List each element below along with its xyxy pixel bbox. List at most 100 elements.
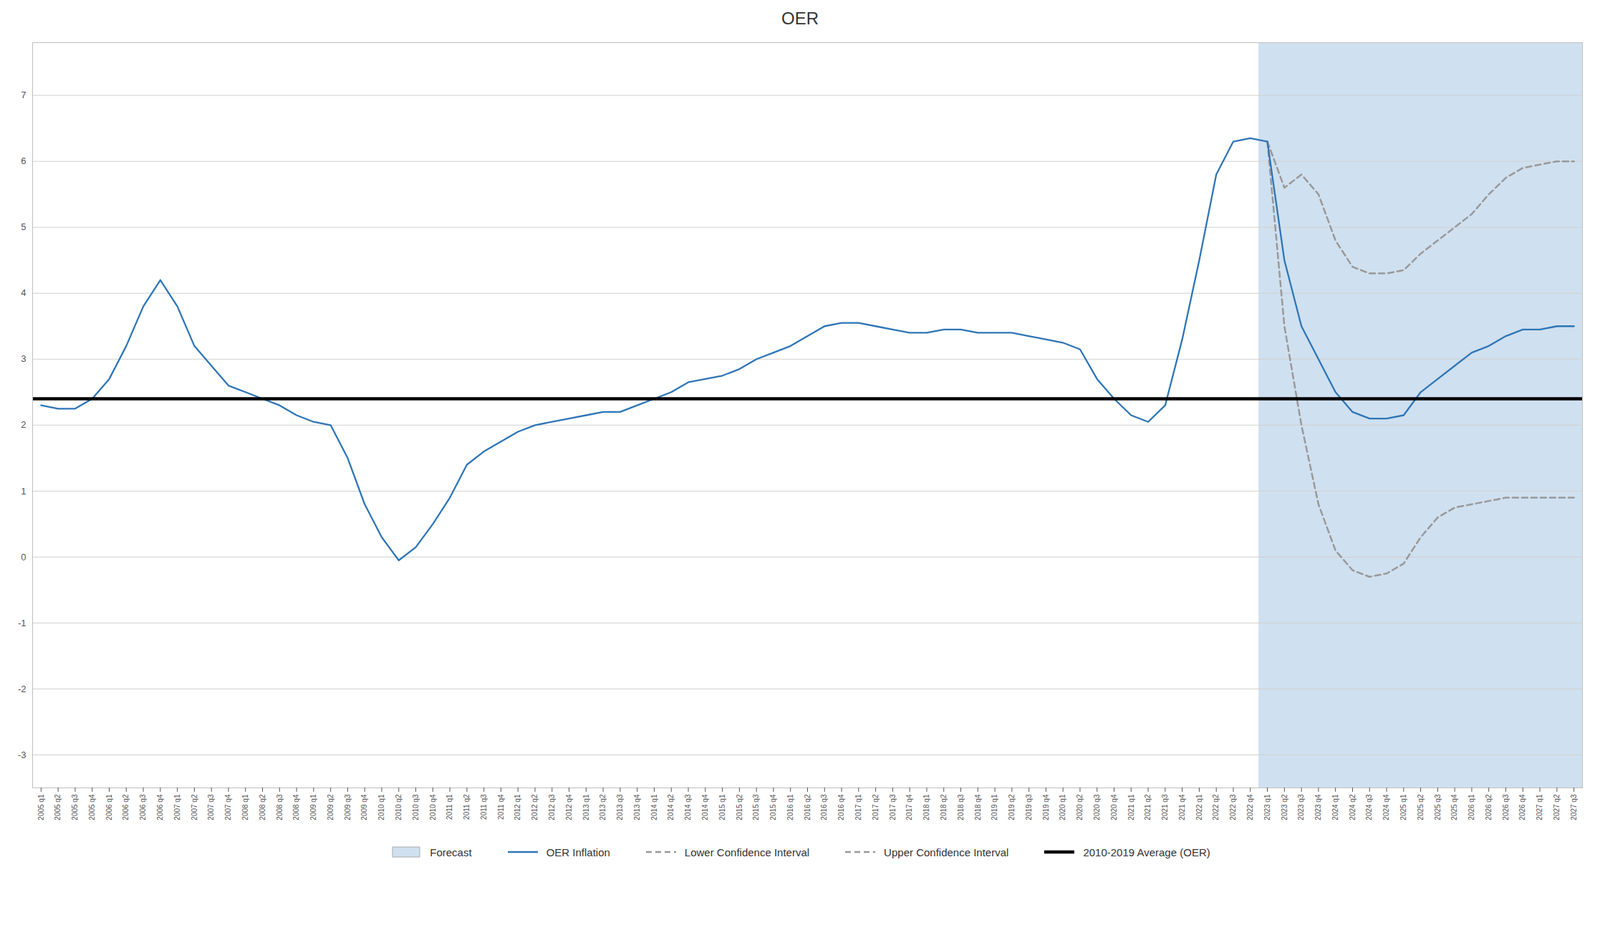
svg-text:2021 q1: 2021 q1 bbox=[1127, 793, 1136, 821]
svg-text:2027 q1: 2027 q1 bbox=[1535, 793, 1544, 821]
svg-text:2016 q2: 2016 q2 bbox=[803, 793, 812, 821]
svg-text:2015 q3: 2015 q3 bbox=[752, 793, 760, 821]
svg-text:2014 q4: 2014 q4 bbox=[701, 793, 710, 821]
svg-text:2026 q1: 2026 q1 bbox=[1467, 793, 1476, 821]
svg-text:2014 q2: 2014 q2 bbox=[666, 793, 675, 821]
svg-text:2008 q3: 2008 q3 bbox=[275, 793, 284, 821]
svg-text:2017 q1: 2017 q1 bbox=[854, 793, 863, 821]
svg-text:2024 q4: 2024 q4 bbox=[1382, 793, 1391, 821]
svg-text:2026 q2: 2026 q2 bbox=[1484, 793, 1493, 821]
svg-text:2018 q4: 2018 q4 bbox=[974, 793, 982, 821]
svg-text:2017 q2: 2017 q2 bbox=[871, 793, 880, 821]
svg-text:2016 q1: 2016 q1 bbox=[786, 793, 795, 821]
svg-text:2009 q1: 2009 q1 bbox=[309, 793, 318, 821]
svg-text:2010 q4: 2010 q4 bbox=[429, 793, 437, 821]
svg-text:2020 q4: 2020 q4 bbox=[1110, 793, 1118, 821]
svg-text:2012 q3: 2012 q3 bbox=[547, 793, 556, 821]
svg-text:2008 q1: 2008 q1 bbox=[241, 793, 250, 821]
svg-text:2007 q2: 2007 q2 bbox=[190, 793, 199, 821]
svg-text:2018 q3: 2018 q3 bbox=[956, 793, 965, 821]
svg-text:2005 q4: 2005 q4 bbox=[88, 793, 96, 821]
svg-text:2020 q1: 2020 q1 bbox=[1058, 793, 1067, 821]
svg-text:2013 q4: 2013 q4 bbox=[633, 793, 642, 821]
svg-text:2024 q1: 2024 q1 bbox=[1331, 793, 1340, 821]
svg-text:2010 q1: 2010 q1 bbox=[377, 793, 386, 821]
svg-text:2: 2 bbox=[20, 418, 26, 430]
svg-text:1: 1 bbox=[20, 485, 26, 497]
svg-text:2015 q1: 2015 q1 bbox=[718, 793, 727, 821]
svg-text:2014 q1: 2014 q1 bbox=[650, 793, 659, 821]
svg-text:2011 q3: 2011 q3 bbox=[479, 793, 488, 820]
svg-text:2025 q4: 2025 q4 bbox=[1450, 793, 1459, 821]
svg-text:2005 q3: 2005 q3 bbox=[70, 793, 79, 821]
svg-text:2007 q1: 2007 q1 bbox=[173, 793, 182, 821]
svg-text:2015 q2: 2015 q2 bbox=[735, 793, 744, 821]
svg-text:7: 7 bbox=[20, 89, 26, 101]
svg-text:2020 q2: 2020 q2 bbox=[1075, 793, 1084, 821]
svg-text:2023 q2: 2023 q2 bbox=[1280, 793, 1289, 821]
svg-text:4: 4 bbox=[20, 287, 26, 298]
svg-text:2021 q4: 2021 q4 bbox=[1178, 793, 1187, 821]
svg-text:2019 q3: 2019 q3 bbox=[1024, 793, 1033, 821]
svg-text:2019 q4: 2019 q4 bbox=[1042, 793, 1050, 821]
svg-text:2021 q2: 2021 q2 bbox=[1143, 793, 1152, 821]
svg-text:2027 q3: 2027 q3 bbox=[1569, 793, 1578, 821]
svg-text:3: 3 bbox=[20, 353, 26, 364]
svg-text:2018 q1: 2018 q1 bbox=[922, 793, 931, 821]
svg-text:2016 q3: 2016 q3 bbox=[820, 793, 828, 821]
svg-text:2006 q1: 2006 q1 bbox=[105, 793, 114, 821]
svg-text:-1: -1 bbox=[17, 617, 27, 629]
svg-text:2008 q2: 2008 q2 bbox=[258, 793, 267, 821]
svg-text:2023 q1: 2023 q1 bbox=[1263, 793, 1272, 821]
svg-text:2011 q1: 2011 q1 bbox=[445, 793, 454, 820]
svg-text:2009 q3: 2009 q3 bbox=[343, 793, 352, 821]
svg-text:-2: -2 bbox=[17, 683, 27, 695]
svg-text:2022 q3: 2022 q3 bbox=[1229, 793, 1237, 821]
svg-text:2009 q2: 2009 q2 bbox=[326, 793, 335, 821]
svg-text:2020 q3: 2020 q3 bbox=[1092, 793, 1101, 821]
svg-text:2008 q4: 2008 q4 bbox=[292, 793, 301, 821]
svg-text:5: 5 bbox=[20, 221, 26, 233]
svg-text:2027 q2: 2027 q2 bbox=[1552, 793, 1561, 821]
svg-text:0: 0 bbox=[20, 551, 26, 563]
svg-text:2006 q2: 2006 q2 bbox=[121, 793, 130, 821]
svg-text:2017 q4: 2017 q4 bbox=[905, 793, 914, 821]
svg-text:2022 q2: 2022 q2 bbox=[1211, 793, 1220, 821]
svg-text:2012 q4: 2012 q4 bbox=[565, 793, 573, 821]
svg-text:2007 q4: 2007 q4 bbox=[224, 793, 233, 821]
svg-text:2012 q2: 2012 q2 bbox=[530, 793, 539, 821]
svg-text:2024 q2: 2024 q2 bbox=[1348, 793, 1357, 821]
svg-text:2024 q3: 2024 q3 bbox=[1365, 793, 1373, 821]
svg-text:2010 q3: 2010 q3 bbox=[411, 793, 420, 821]
svg-text:2022 q1: 2022 q1 bbox=[1195, 793, 1204, 821]
svg-text:2010 q2: 2010 q2 bbox=[394, 793, 403, 821]
svg-text:2015 q4: 2015 q4 bbox=[769, 793, 778, 821]
svg-text:2021 q3: 2021 q3 bbox=[1160, 793, 1169, 821]
svg-text:2005 q2: 2005 q2 bbox=[53, 793, 62, 821]
svg-text:2013 q3: 2013 q3 bbox=[615, 793, 624, 821]
svg-text:2023 q3: 2023 q3 bbox=[1297, 793, 1305, 821]
svg-text:-3: -3 bbox=[17, 749, 27, 760]
svg-text:2005 q1: 2005 q1 bbox=[37, 793, 46, 821]
svg-text:6: 6 bbox=[20, 155, 26, 167]
svg-text:2011 q2: 2011 q2 bbox=[462, 793, 471, 820]
svg-text:2016 q4: 2016 q4 bbox=[837, 793, 846, 821]
svg-text:2026 q4: 2026 q4 bbox=[1518, 793, 1527, 821]
svg-text:2006 q3: 2006 q3 bbox=[138, 793, 147, 821]
svg-text:2019 q2: 2019 q2 bbox=[1007, 793, 1016, 821]
svg-text:2013 q1: 2013 q1 bbox=[582, 793, 591, 821]
svg-text:2022 q4: 2022 q4 bbox=[1246, 793, 1255, 821]
svg-text:2019 q1: 2019 q1 bbox=[990, 793, 999, 821]
svg-text:2025 q1: 2025 q1 bbox=[1399, 793, 1408, 821]
svg-text:2026 q3: 2026 q3 bbox=[1501, 793, 1510, 821]
svg-text:2025 q2: 2025 q2 bbox=[1416, 793, 1425, 821]
svg-text:2014 q3: 2014 q3 bbox=[683, 793, 692, 821]
svg-text:2023 q4: 2023 q4 bbox=[1314, 793, 1323, 821]
svg-text:2009 q4: 2009 q4 bbox=[360, 793, 369, 821]
svg-text:2025 q3: 2025 q3 bbox=[1433, 793, 1442, 821]
svg-text:2018 q2: 2018 q2 bbox=[939, 793, 948, 821]
svg-text:2017 q3: 2017 q3 bbox=[888, 793, 897, 821]
svg-text:2006 q4: 2006 q4 bbox=[156, 793, 165, 821]
svg-text:2013 q2: 2013 q2 bbox=[598, 793, 607, 821]
svg-text:2011 q4: 2011 q4 bbox=[497, 793, 505, 820]
